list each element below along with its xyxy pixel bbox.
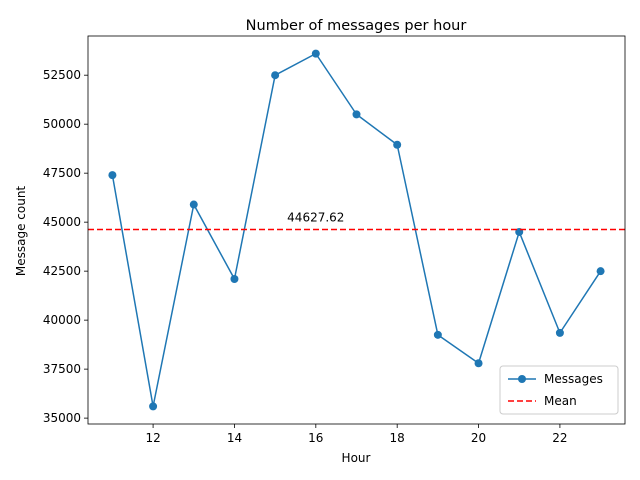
data-point [352, 110, 361, 119]
legend-box [499, 365, 619, 415]
data-point [474, 359, 483, 368]
x-tick-label: 22 [552, 431, 567, 445]
y-tick-label: 45000 [43, 215, 81, 229]
y-tick-label: 40000 [43, 313, 81, 327]
y-axis-ticks: 35000 37500 40000 42500 45000 47500 50000 52500 [43, 68, 88, 425]
legend: Messages Mean [499, 365, 619, 415]
data-point [433, 330, 442, 339]
x-tick-label: 20 [471, 431, 486, 445]
y-axis-label: Message count [14, 186, 28, 277]
data-point [189, 200, 198, 209]
data-point [555, 328, 564, 337]
y-tick-label: 52500 [43, 68, 81, 82]
chart-title: Number of messages per hour [246, 18, 467, 34]
legend-label-mean: Mean [544, 394, 577, 408]
plot-area: 44627.62 [87, 35, 626, 425]
x-tick-label: 12 [145, 431, 160, 445]
data-point [393, 140, 402, 149]
data-point [311, 49, 320, 58]
data-point [230, 274, 239, 283]
legend-marker-messages [518, 375, 526, 383]
x-tick-label: 16 [308, 431, 323, 445]
y-tick-label: 42500 [43, 264, 81, 278]
legend-label-messages: Messages [544, 372, 603, 386]
x-tick-label: 14 [227, 431, 242, 445]
x-tick-label: 18 [390, 431, 405, 445]
y-tick-label: 50000 [43, 117, 81, 131]
data-point [108, 171, 117, 180]
data-point [271, 71, 280, 80]
y-tick-label: 47500 [43, 166, 81, 180]
y-tick-label: 37500 [43, 362, 81, 376]
data-point [596, 267, 605, 276]
x-axis-ticks: 12 14 16 18 20 22 [145, 424, 568, 445]
y-tick-label: 35000 [43, 411, 81, 425]
x-axis-label: Hour [342, 451, 371, 465]
axes-frame [87, 35, 626, 425]
data-point [149, 402, 158, 411]
mean-annotation: 44627.62 [287, 210, 344, 224]
